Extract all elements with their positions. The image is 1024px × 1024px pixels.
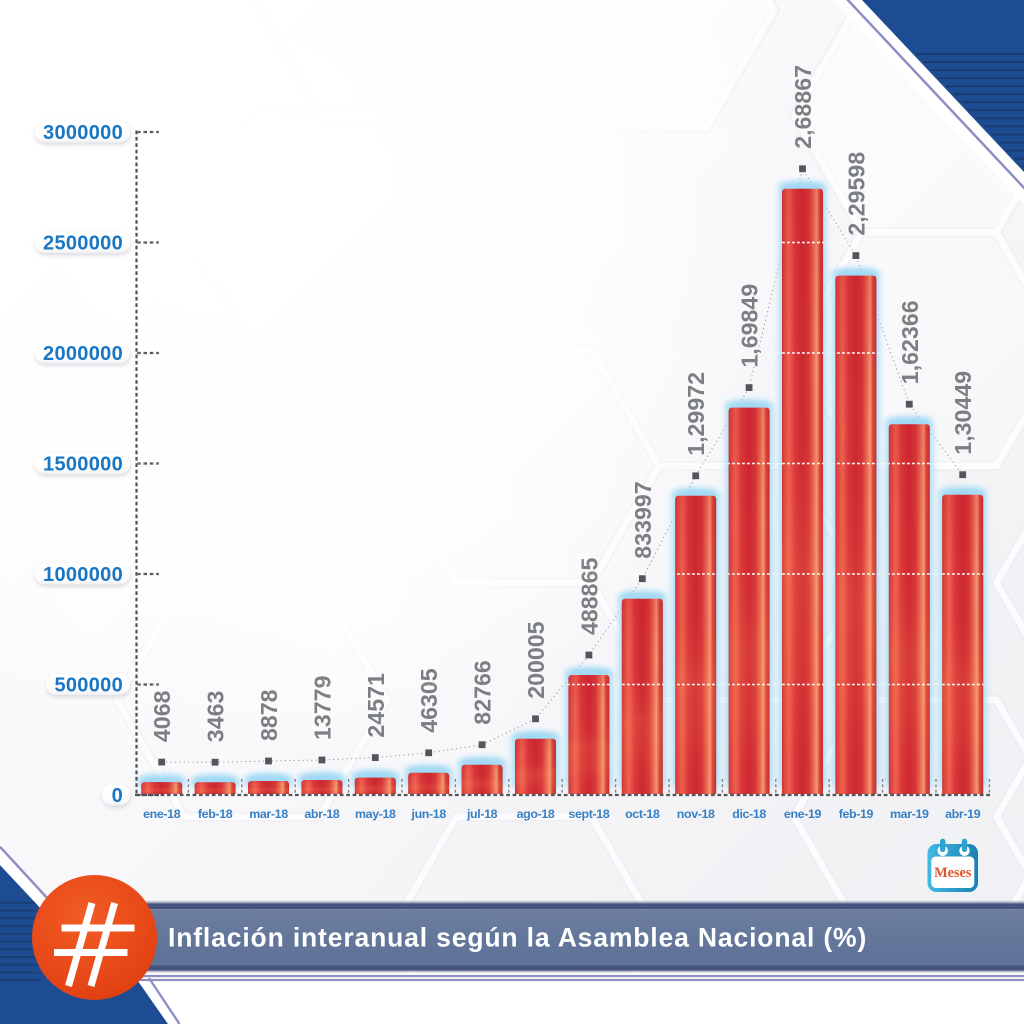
svg-text:2,68867: 2,68867	[790, 65, 816, 149]
svg-text:2500000: 2500000	[43, 233, 123, 255]
svg-text:ago-18: ago-18	[517, 807, 555, 821]
svg-text:488865: 488865	[576, 558, 602, 635]
svg-text:1500000: 1500000	[43, 454, 123, 476]
svg-text:jul-18: jul-18	[466, 807, 498, 821]
svg-text:dic-18: dic-18	[732, 807, 766, 821]
svg-text:24571: 24571	[363, 673, 389, 738]
svg-text:abr-19: abr-19	[945, 807, 981, 821]
svg-text:1,29972: 1,29972	[683, 372, 709, 456]
svg-text:Meses: Meses	[934, 865, 972, 881]
svg-text:46305: 46305	[416, 668, 442, 733]
svg-text:nov-18: nov-18	[677, 807, 715, 821]
svg-text:1,30449: 1,30449	[950, 371, 976, 455]
svg-text:ene-19: ene-19	[784, 807, 822, 821]
svg-text:mar-19: mar-19	[890, 807, 929, 821]
svg-text:1,69849: 1,69849	[737, 284, 763, 368]
svg-text:jun-18: jun-18	[411, 807, 447, 821]
svg-text:oct-18: oct-18	[625, 807, 660, 821]
svg-text:3000000: 3000000	[43, 122, 123, 144]
svg-text:feb-19: feb-19	[839, 807, 874, 821]
svg-text:may-18: may-18	[355, 807, 396, 821]
svg-text:1000000: 1000000	[43, 564, 123, 586]
svg-text:8878: 8878	[256, 689, 282, 741]
svg-text:sept-18: sept-18	[568, 807, 609, 821]
svg-text:82766: 82766	[470, 660, 496, 725]
svg-text:2000000: 2000000	[43, 343, 123, 365]
svg-text:3463: 3463	[203, 691, 229, 743]
svg-text:2,29598: 2,29598	[843, 152, 869, 236]
svg-text:0: 0	[112, 785, 123, 807]
svg-text:500000: 500000	[54, 675, 123, 697]
svg-text:mar-18: mar-18	[249, 807, 288, 821]
svg-text:13779: 13779	[309, 675, 335, 740]
svg-text:200005: 200005	[523, 621, 549, 698]
svg-text:abr-18: abr-18	[304, 807, 340, 821]
svg-text:4068: 4068	[149, 690, 175, 742]
svg-text:833997: 833997	[630, 481, 656, 558]
svg-text:ene-18: ene-18	[143, 807, 181, 821]
svg-text:feb-18: feb-18	[198, 807, 233, 821]
svg-text:Inflación interanual según la: Inflación interanual según la Asamblea N…	[168, 923, 867, 953]
svg-text:1,62366: 1,62366	[897, 300, 923, 384]
